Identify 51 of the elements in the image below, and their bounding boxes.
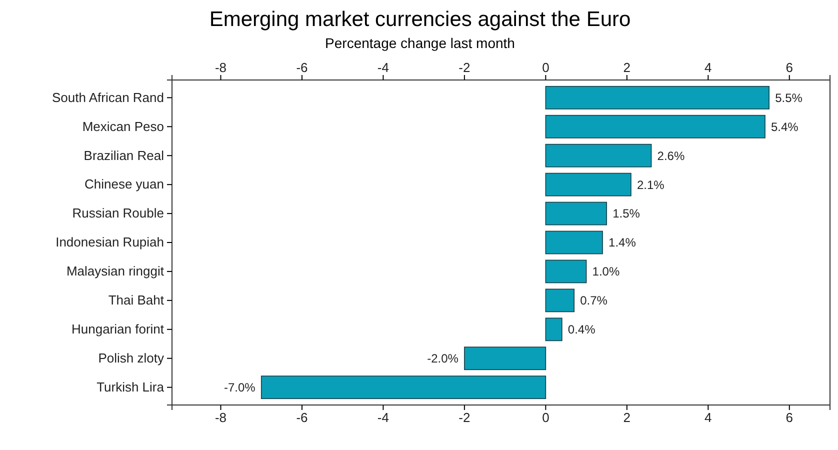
data-label: -2.0%	[427, 352, 459, 366]
x-tick-label: -6	[296, 60, 308, 75]
x2-tick-label: 2	[623, 410, 631, 426]
y-tick-label: Polish zloty	[98, 350, 164, 366]
y-tick-label: Thai Baht	[108, 292, 164, 308]
data-label: 0.7%	[580, 294, 608, 308]
bar	[545, 86, 770, 110]
bar	[545, 230, 603, 254]
y-tick-label: Malaysian ringgit	[66, 264, 164, 279]
data-label: 5.5%	[775, 90, 803, 105]
x2-tick-label: 4	[704, 410, 712, 426]
bar	[545, 260, 587, 284]
x2-tick-label: -6	[296, 410, 308, 426]
y-tick-label: Mexican Peso	[82, 118, 164, 134]
x-tick-label: 2	[623, 60, 631, 75]
data-label: 0.4%	[568, 322, 596, 337]
bar	[545, 318, 562, 342]
y-tick-label: Hungarian forint	[72, 322, 164, 337]
x-tick-label: -2	[458, 60, 470, 75]
data-label: 1.0%	[592, 264, 620, 279]
bar	[545, 202, 608, 226]
data-label: 1.5%	[612, 206, 640, 221]
x2-tick-label: -2	[458, 410, 470, 426]
bar	[545, 288, 575, 312]
y-tick-label: Brazilian Real	[84, 148, 164, 163]
y-tick-label: Russian Rouble	[72, 206, 164, 221]
y-tick-label: Chinese yuan	[84, 176, 164, 192]
data-label: 5.4%	[771, 120, 799, 134]
x-tick-label: 0	[542, 60, 550, 75]
y-tick-label: South African Rand	[52, 90, 164, 105]
bar	[545, 114, 766, 138]
data-label: -7.0%	[224, 380, 256, 395]
bar	[545, 172, 632, 196]
x2-tick-label: 6	[786, 410, 793, 426]
x-tick-label: 6	[786, 60, 793, 75]
x-tick-label: -8	[214, 60, 227, 75]
x2-tick-label: -4	[377, 410, 389, 426]
x2-tick-label: -8	[214, 410, 227, 426]
chart-subtitle: Percentage change last month	[325, 35, 515, 51]
chart-title: Emerging market currencies against the Euro	[209, 8, 631, 31]
data-label: 2.6%	[657, 148, 685, 163]
data-label: 1.4%	[608, 236, 636, 250]
bar	[545, 144, 652, 168]
bar	[464, 346, 546, 370]
x-tick-label: -4	[377, 60, 389, 75]
x2-tick-label: 0	[542, 410, 550, 426]
bar	[260, 376, 546, 400]
y-tick-label: Indonesian Rupiah	[56, 234, 164, 250]
y-tick-label: Turkish Lira	[96, 379, 165, 394]
data-label: 2.1%	[636, 178, 665, 192]
x-tick-label: 4	[704, 60, 712, 75]
